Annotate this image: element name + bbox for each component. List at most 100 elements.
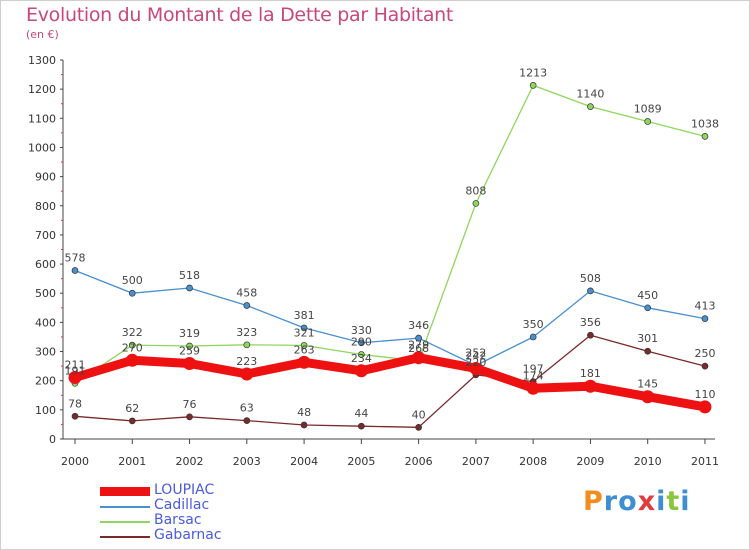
series-line-cadillac xyxy=(74,269,706,367)
data-label-cadillac: 346 xyxy=(408,319,429,332)
data-point-cadillac xyxy=(415,334,422,342)
data-label-barsac: 1038 xyxy=(691,117,719,130)
data-label-loupiac: 279 xyxy=(408,339,429,352)
x-tick-label: 2005 xyxy=(347,455,375,468)
data-point-gabarnac xyxy=(186,413,193,421)
y-tick-label: 400 xyxy=(35,316,56,329)
data-point-gabarnac xyxy=(300,421,308,429)
data-point-loupiac xyxy=(240,367,254,381)
data-point-cadillac xyxy=(701,315,709,322)
y-tick-label: 700 xyxy=(35,229,56,242)
data-point-cadillac xyxy=(300,324,308,332)
data-point-gabarnac xyxy=(128,417,136,425)
legend-label-barsac: Barsac xyxy=(154,512,202,528)
y-tick-label: 0 xyxy=(49,433,56,446)
y-tick-label: 1000 xyxy=(28,141,56,154)
x-tick-label: 2002 xyxy=(176,455,204,468)
y-tick-label: 300 xyxy=(35,346,56,359)
data-label-cadillac: 413 xyxy=(694,300,715,313)
data-label-loupiac: 263 xyxy=(294,343,315,356)
data-label-gabarnac: 197 xyxy=(523,363,544,376)
data-label-loupiac: 145 xyxy=(637,378,658,391)
x-tick-label: 2003 xyxy=(233,455,261,468)
data-point-gabarnac xyxy=(587,331,594,339)
data-label-gabarnac: 356 xyxy=(580,316,601,329)
y-tick-label: 800 xyxy=(35,200,56,213)
series-line-barsac xyxy=(74,84,706,384)
y-tick-label: 200 xyxy=(35,375,56,388)
data-label-gabarnac: 44 xyxy=(354,407,368,420)
data-point-loupiac xyxy=(125,353,139,367)
data-point-barsac xyxy=(128,341,136,349)
data-label-loupiac: 242 xyxy=(465,349,486,362)
data-label-loupiac: 110 xyxy=(694,388,715,401)
data-point-cadillac xyxy=(358,339,365,347)
data-label-barsac: 323 xyxy=(236,326,257,339)
x-tick-label: 2000 xyxy=(61,455,89,468)
series-line-loupiac xyxy=(70,353,710,412)
data-label-loupiac: 181 xyxy=(580,367,601,380)
data-point-barsac xyxy=(701,133,709,140)
data-point-cadillac xyxy=(587,287,594,295)
data-label-gabarnac: 78 xyxy=(68,397,82,410)
y-tick-label: 600 xyxy=(35,258,56,271)
data-label-loupiac: 223 xyxy=(236,355,257,368)
y-tick-label: 100 xyxy=(35,404,56,417)
x-tick-label: 2011 xyxy=(691,455,719,468)
data-label-barsac: 321 xyxy=(294,326,315,339)
data-label-loupiac: 234 xyxy=(351,352,372,365)
series-line-gabarnac xyxy=(74,334,706,428)
logo-letter: i xyxy=(680,486,691,517)
data-point-barsac xyxy=(186,342,193,350)
data-label-loupiac: 211 xyxy=(65,358,86,371)
data-label-barsac: 268 xyxy=(408,342,429,355)
data-point-barsac xyxy=(300,342,308,349)
data-point-loupiac xyxy=(641,390,655,404)
data-point-cadillac xyxy=(644,304,652,312)
legend-label-gabarnac: Gabarnac xyxy=(154,527,222,543)
proxiti-logo: Proxiti xyxy=(583,486,691,517)
data-label-cadillac: 518 xyxy=(179,269,200,282)
data-point-barsac xyxy=(644,118,652,125)
data-label-cadillac: 252 xyxy=(465,347,486,360)
data-point-loupiac xyxy=(183,356,197,370)
y-tick-label: 900 xyxy=(35,171,56,184)
x-tick-label: 2006 xyxy=(405,455,433,468)
data-point-gabarnac xyxy=(71,412,79,420)
y-tick-label: 1300 xyxy=(28,54,56,67)
legend-label-loupiac: LOUPIAC xyxy=(154,482,215,498)
data-point-gabarnac xyxy=(243,417,251,424)
data-point-gabarnac xyxy=(415,423,422,431)
data-point-loupiac xyxy=(297,355,311,369)
data-label-barsac: 319 xyxy=(179,327,200,340)
chart-unit-subtitle: (en €) xyxy=(26,28,59,41)
data-label-loupiac: 174 xyxy=(523,369,544,382)
data-label-barsac: 191 xyxy=(65,364,86,377)
data-label-cadillac: 381 xyxy=(294,309,315,322)
y-tick-label: 1100 xyxy=(28,112,56,125)
data-point-barsac xyxy=(587,103,594,110)
data-point-gabarnac xyxy=(644,347,652,355)
data-point-loupiac xyxy=(68,370,82,384)
data-label-gabarnac: 63 xyxy=(240,402,254,415)
data-point-barsac xyxy=(529,82,537,89)
logo-letter: x xyxy=(637,486,657,517)
data-point-barsac xyxy=(472,200,480,207)
data-label-cadillac: 450 xyxy=(637,289,658,302)
logo-letter: o xyxy=(618,486,638,517)
data-label-gabarnac: 301 xyxy=(637,332,658,345)
legend-swatch-loupiac xyxy=(100,487,150,496)
data-labels: 578 500 518 458 381 330 346 252 350 508 450 413 191 3… xyxy=(65,66,719,421)
data-label-loupiac: 270 xyxy=(122,341,143,354)
data-label-barsac: 290 xyxy=(351,335,372,348)
data-point-barsac xyxy=(243,341,251,349)
logo-letter: i xyxy=(656,486,667,517)
data-label-barsac: 1213 xyxy=(519,66,547,79)
series-lines xyxy=(68,82,712,431)
x-tick-label: 2001 xyxy=(118,455,146,468)
data-point-loupiac xyxy=(412,351,426,365)
y-tick-label: 500 xyxy=(35,287,56,300)
data-label-barsac: 808 xyxy=(465,184,486,197)
data-label-gabarnac: 76 xyxy=(183,398,197,411)
